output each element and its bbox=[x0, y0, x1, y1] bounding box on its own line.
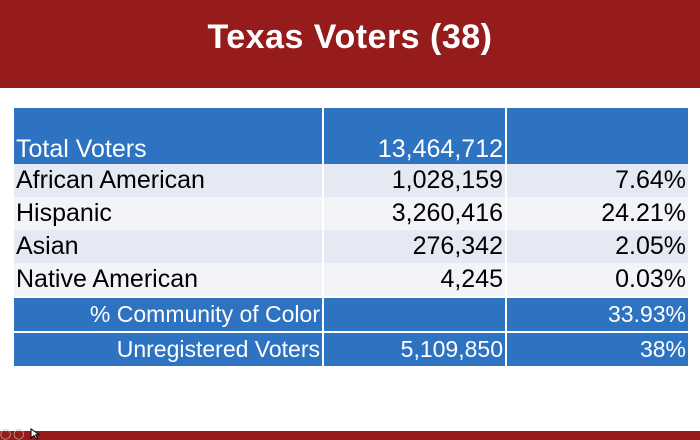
header-percent bbox=[506, 108, 688, 164]
footer-bar bbox=[0, 431, 700, 440]
row-count: 276,342 bbox=[323, 230, 507, 263]
table-header-row: Total Voters 13,464,712 bbox=[14, 108, 688, 164]
summary-row-unregistered: Unregistered Voters 5,109,850 38% bbox=[14, 331, 688, 366]
next-slide-icon[interactable]: ◯ bbox=[13, 429, 25, 440]
header-label: Total Voters bbox=[14, 108, 324, 164]
summary-count: 5,109,850 bbox=[323, 331, 507, 366]
row-percent: 0.03% bbox=[506, 263, 688, 297]
previous-slide-icon[interactable]: ◯ bbox=[0, 429, 12, 440]
row-count: 4,245 bbox=[323, 263, 507, 297]
summary-percent: 38% bbox=[506, 331, 688, 366]
summary-label: Unregistered Voters bbox=[14, 331, 324, 366]
row-count: 3,260,416 bbox=[323, 197, 507, 230]
row-percent: 7.64% bbox=[506, 164, 688, 197]
title-bar: Texas Voters (38) bbox=[0, 0, 700, 88]
voters-table: Total Voters 13,464,712 African American… bbox=[14, 108, 688, 366]
mouse-pointer-icon bbox=[30, 428, 41, 440]
row-label: African American bbox=[14, 164, 324, 197]
table-row: Asian 276,342 2.05% bbox=[14, 230, 688, 263]
summary-label: % Community of Color bbox=[14, 296, 324, 332]
row-percent: 2.05% bbox=[506, 230, 688, 263]
slide-nav-controls[interactable]: ◯ ◯ bbox=[0, 430, 50, 440]
row-label: Asian bbox=[14, 230, 324, 263]
table-row: Hispanic 3,260,416 24.21% bbox=[14, 197, 688, 230]
row-label: Native American bbox=[14, 263, 324, 297]
row-label: Hispanic bbox=[14, 197, 324, 230]
summary-count bbox=[323, 296, 507, 332]
table-row: Native American 4,245 0.03% bbox=[14, 263, 688, 297]
slide-title: Texas Voters (38) bbox=[207, 18, 493, 56]
summary-row-community-of-color: % Community of Color 33.93% bbox=[14, 296, 688, 332]
summary-percent: 33.93% bbox=[506, 296, 688, 332]
header-count: 13,464,712 bbox=[323, 108, 507, 164]
row-percent: 24.21% bbox=[506, 197, 688, 230]
row-count: 1,028,159 bbox=[323, 164, 507, 197]
table-row: African American 1,028,159 7.64% bbox=[14, 164, 688, 197]
